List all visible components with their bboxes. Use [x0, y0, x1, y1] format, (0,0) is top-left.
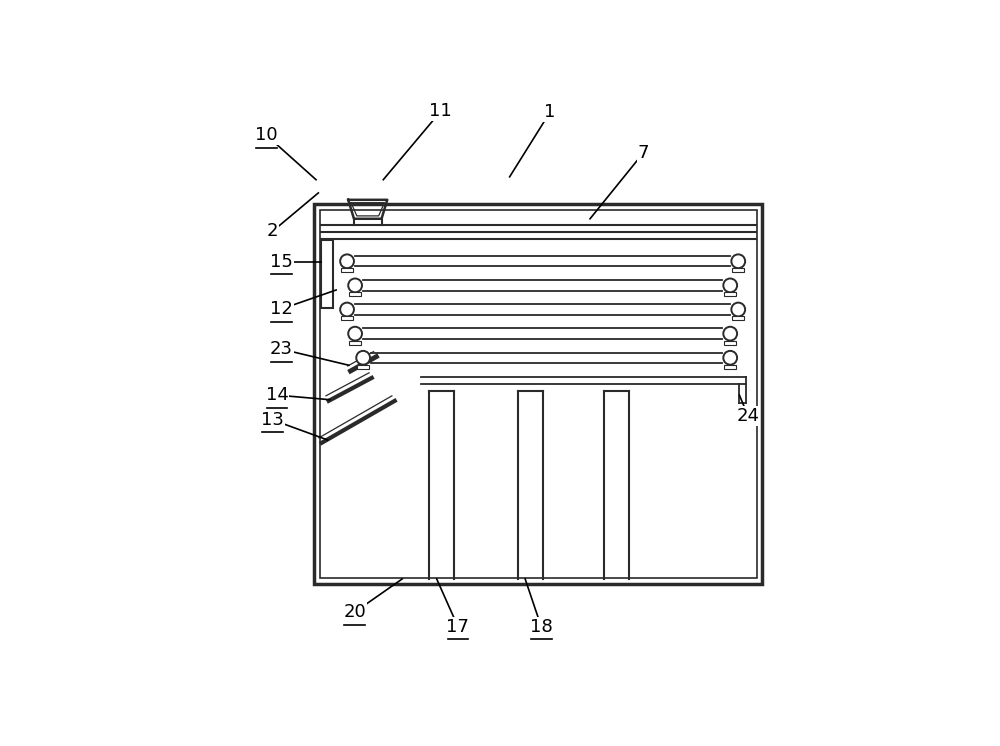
Circle shape — [348, 327, 362, 340]
Text: 7: 7 — [638, 144, 649, 162]
Text: 18: 18 — [530, 618, 553, 636]
Circle shape — [340, 254, 354, 268]
Text: 12: 12 — [270, 300, 293, 318]
Text: 20: 20 — [343, 604, 366, 621]
Bar — [341, 316, 353, 321]
Bar — [357, 365, 369, 369]
Circle shape — [340, 303, 354, 316]
Text: 24: 24 — [737, 407, 760, 424]
Bar — [732, 316, 744, 321]
Bar — [724, 365, 736, 369]
Text: 17: 17 — [446, 618, 469, 636]
Text: 2: 2 — [267, 222, 278, 240]
Bar — [724, 292, 736, 296]
Circle shape — [731, 303, 745, 316]
Bar — [341, 268, 353, 272]
Circle shape — [348, 278, 362, 292]
Bar — [349, 340, 361, 345]
Circle shape — [356, 351, 370, 365]
Text: 10: 10 — [255, 127, 278, 145]
Text: 13: 13 — [261, 411, 284, 429]
Text: 15: 15 — [270, 253, 293, 271]
Text: 1: 1 — [544, 104, 556, 122]
Circle shape — [723, 351, 737, 365]
Bar — [724, 340, 736, 345]
Bar — [314, 204, 762, 583]
Circle shape — [723, 278, 737, 292]
Bar — [732, 268, 744, 272]
Bar — [349, 292, 361, 296]
Text: 23: 23 — [270, 340, 293, 358]
Text: 14: 14 — [266, 386, 288, 404]
Text: 11: 11 — [429, 102, 452, 120]
Circle shape — [723, 327, 737, 340]
Circle shape — [731, 254, 745, 268]
Bar — [320, 210, 757, 577]
Bar — [321, 240, 333, 308]
